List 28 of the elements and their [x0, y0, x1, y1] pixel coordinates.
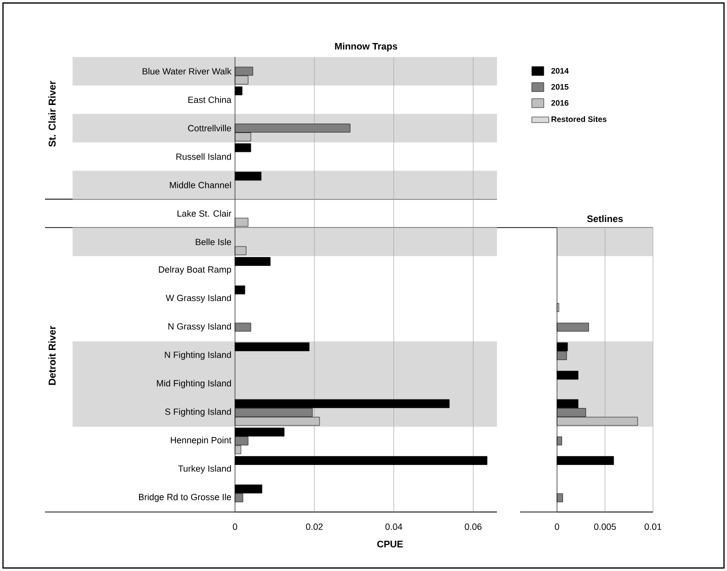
x-axis-title: CPUE: [377, 540, 403, 548]
y-tick-label: Bridge Rd to Grosse Ile: [139, 494, 232, 502]
x-tick-label: 0.005: [594, 524, 616, 530]
y-tick-label: Hennepin Point: [170, 436, 232, 446]
x-tick-label: 0.06: [464, 524, 482, 530]
x-tick-label: 0: [554, 524, 560, 530]
y-tick-label: Russell Island: [176, 153, 231, 160]
text: Detroit River: [48, 326, 56, 385]
y-tick-label: Middle Channel: [170, 182, 231, 188]
y-tick-label: N Grassy Island: [168, 322, 231, 332]
y-tick-label: Belle Isle: [196, 238, 232, 246]
x-tick-label: 0.01: [644, 524, 662, 530]
y-tick-label: Lake St. Clair: [178, 210, 232, 217]
y-tick-label: Cottrellville: [188, 124, 232, 132]
y-tick-label: S Fighting Island: [165, 408, 231, 417]
y-tick-label: Mid Fighting Island: [156, 380, 231, 388]
y-tick-label: Delray Boat Ramp: [158, 266, 232, 274]
x-tick-label: 0.04: [385, 524, 402, 530]
y-tick-label: N Fighting Island: [164, 351, 231, 360]
text: St. Clair River: [48, 80, 56, 147]
y-tick-label: East China: [188, 96, 232, 103]
y-tick-label: Blue Water River Walk: [142, 68, 232, 75]
x-tick-label: 0.02: [306, 524, 323, 530]
y-tick-label: W Grassy Island: [166, 294, 231, 303]
chart-title: Minnow Traps: [335, 42, 398, 52]
x-tick-label: 0: [232, 524, 238, 530]
chart-title: Setlines: [587, 215, 623, 222]
y-tick-label: Turkey Island: [178, 465, 231, 474]
